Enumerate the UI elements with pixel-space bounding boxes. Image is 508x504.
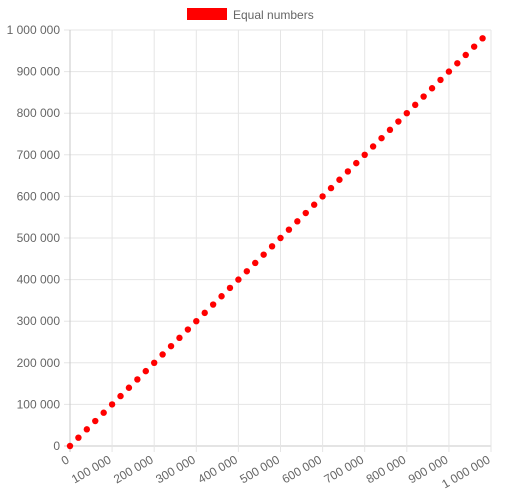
- data-point[interactable]: [117, 392, 124, 400]
- data-point[interactable]: [361, 151, 368, 158]
- data-point[interactable]: [83, 426, 91, 433]
- data-point[interactable]: [243, 268, 251, 275]
- data-point[interactable]: [470, 43, 478, 50]
- x-tick-label: 500 000: [237, 452, 282, 486]
- data-point[interactable]: [403, 110, 410, 117]
- data-point[interactable]: [176, 334, 183, 342]
- data-point[interactable]: [134, 376, 141, 383]
- y-tick-label: 700 000: [17, 148, 61, 162]
- legend-swatch[interactable]: [187, 8, 227, 20]
- data-point[interactable]: [302, 209, 309, 217]
- data-point[interactable]: [462, 51, 469, 59]
- data-point[interactable]: [209, 301, 217, 308]
- x-tick-label: 800 000: [364, 452, 409, 486]
- grid-lines: [64, 29, 492, 452]
- data-point[interactable]: [437, 76, 444, 84]
- data-point[interactable]: [412, 101, 419, 109]
- series-equal-numbers: [66, 35, 486, 450]
- data-point[interactable]: [327, 184, 335, 192]
- data-point[interactable]: [336, 176, 343, 183]
- y-tick-label: 1 000 000: [7, 23, 61, 37]
- data-point[interactable]: [226, 284, 234, 292]
- data-point[interactable]: [353, 159, 360, 167]
- legend-label[interactable]: Equal numbers: [233, 8, 314, 22]
- data-point[interactable]: [344, 168, 352, 175]
- x-tick-label: 400 000: [195, 452, 240, 486]
- data-point[interactable]: [285, 226, 293, 233]
- data-point[interactable]: [75, 434, 82, 441]
- x-tick-label: 700 000: [322, 452, 367, 486]
- y-tick-label: 600 000: [17, 189, 61, 203]
- data-point[interactable]: [310, 201, 318, 208]
- data-point[interactable]: [319, 193, 326, 200]
- data-point[interactable]: [294, 218, 301, 225]
- data-point[interactable]: [201, 309, 208, 317]
- data-point[interactable]: [66, 442, 74, 450]
- data-point[interactable]: [479, 35, 486, 42]
- y-tick-label: 0: [53, 439, 60, 453]
- data-point[interactable]: [420, 93, 427, 100]
- data-point[interactable]: [218, 293, 225, 300]
- data-point[interactable]: [395, 118, 402, 125]
- data-point[interactable]: [92, 417, 99, 425]
- data-point[interactable]: [260, 251, 267, 258]
- data-point[interactable]: [277, 234, 284, 242]
- x-tick-label: 200 000: [111, 452, 156, 486]
- y-tick-label: 500 000: [17, 231, 61, 245]
- data-point[interactable]: [167, 342, 175, 350]
- data-point[interactable]: [184, 326, 192, 333]
- data-point[interactable]: [445, 68, 453, 75]
- data-point[interactable]: [386, 126, 394, 134]
- data-point[interactable]: [378, 134, 385, 142]
- data-point[interactable]: [142, 367, 149, 375]
- y-tick-label: 800 000: [17, 106, 61, 120]
- y-tick-label: 100 000: [17, 397, 61, 411]
- data-point[interactable]: [151, 359, 158, 366]
- y-tick-label: 300 000: [17, 314, 61, 328]
- data-point[interactable]: [235, 276, 242, 283]
- data-point[interactable]: [159, 351, 166, 358]
- legend[interactable]: Equal numbers: [187, 8, 314, 22]
- data-point[interactable]: [193, 318, 200, 325]
- data-point[interactable]: [108, 401, 116, 408]
- y-tick-label: 200 000: [17, 356, 61, 370]
- y-axis: 0 100 000 200 000 300 000 400 000 500 000 600 …: [7, 23, 61, 453]
- y-tick-label: 900 000: [17, 65, 61, 79]
- y-tick-label: 400 000: [17, 273, 61, 287]
- data-point[interactable]: [268, 243, 276, 250]
- x-tick-label: 0: [59, 452, 72, 468]
- x-tick-label: 100 000: [69, 452, 114, 486]
- data-point[interactable]: [454, 60, 461, 67]
- x-tick-label: 300 000: [153, 452, 198, 486]
- data-point[interactable]: [252, 259, 259, 267]
- data-point[interactable]: [100, 409, 107, 416]
- data-point[interactable]: [125, 384, 133, 391]
- x-tick-label: 1 000 000: [439, 452, 493, 491]
- data-point[interactable]: [428, 85, 436, 92]
- x-tick-label: 600 000: [280, 452, 325, 486]
- data-point[interactable]: [369, 143, 377, 150]
